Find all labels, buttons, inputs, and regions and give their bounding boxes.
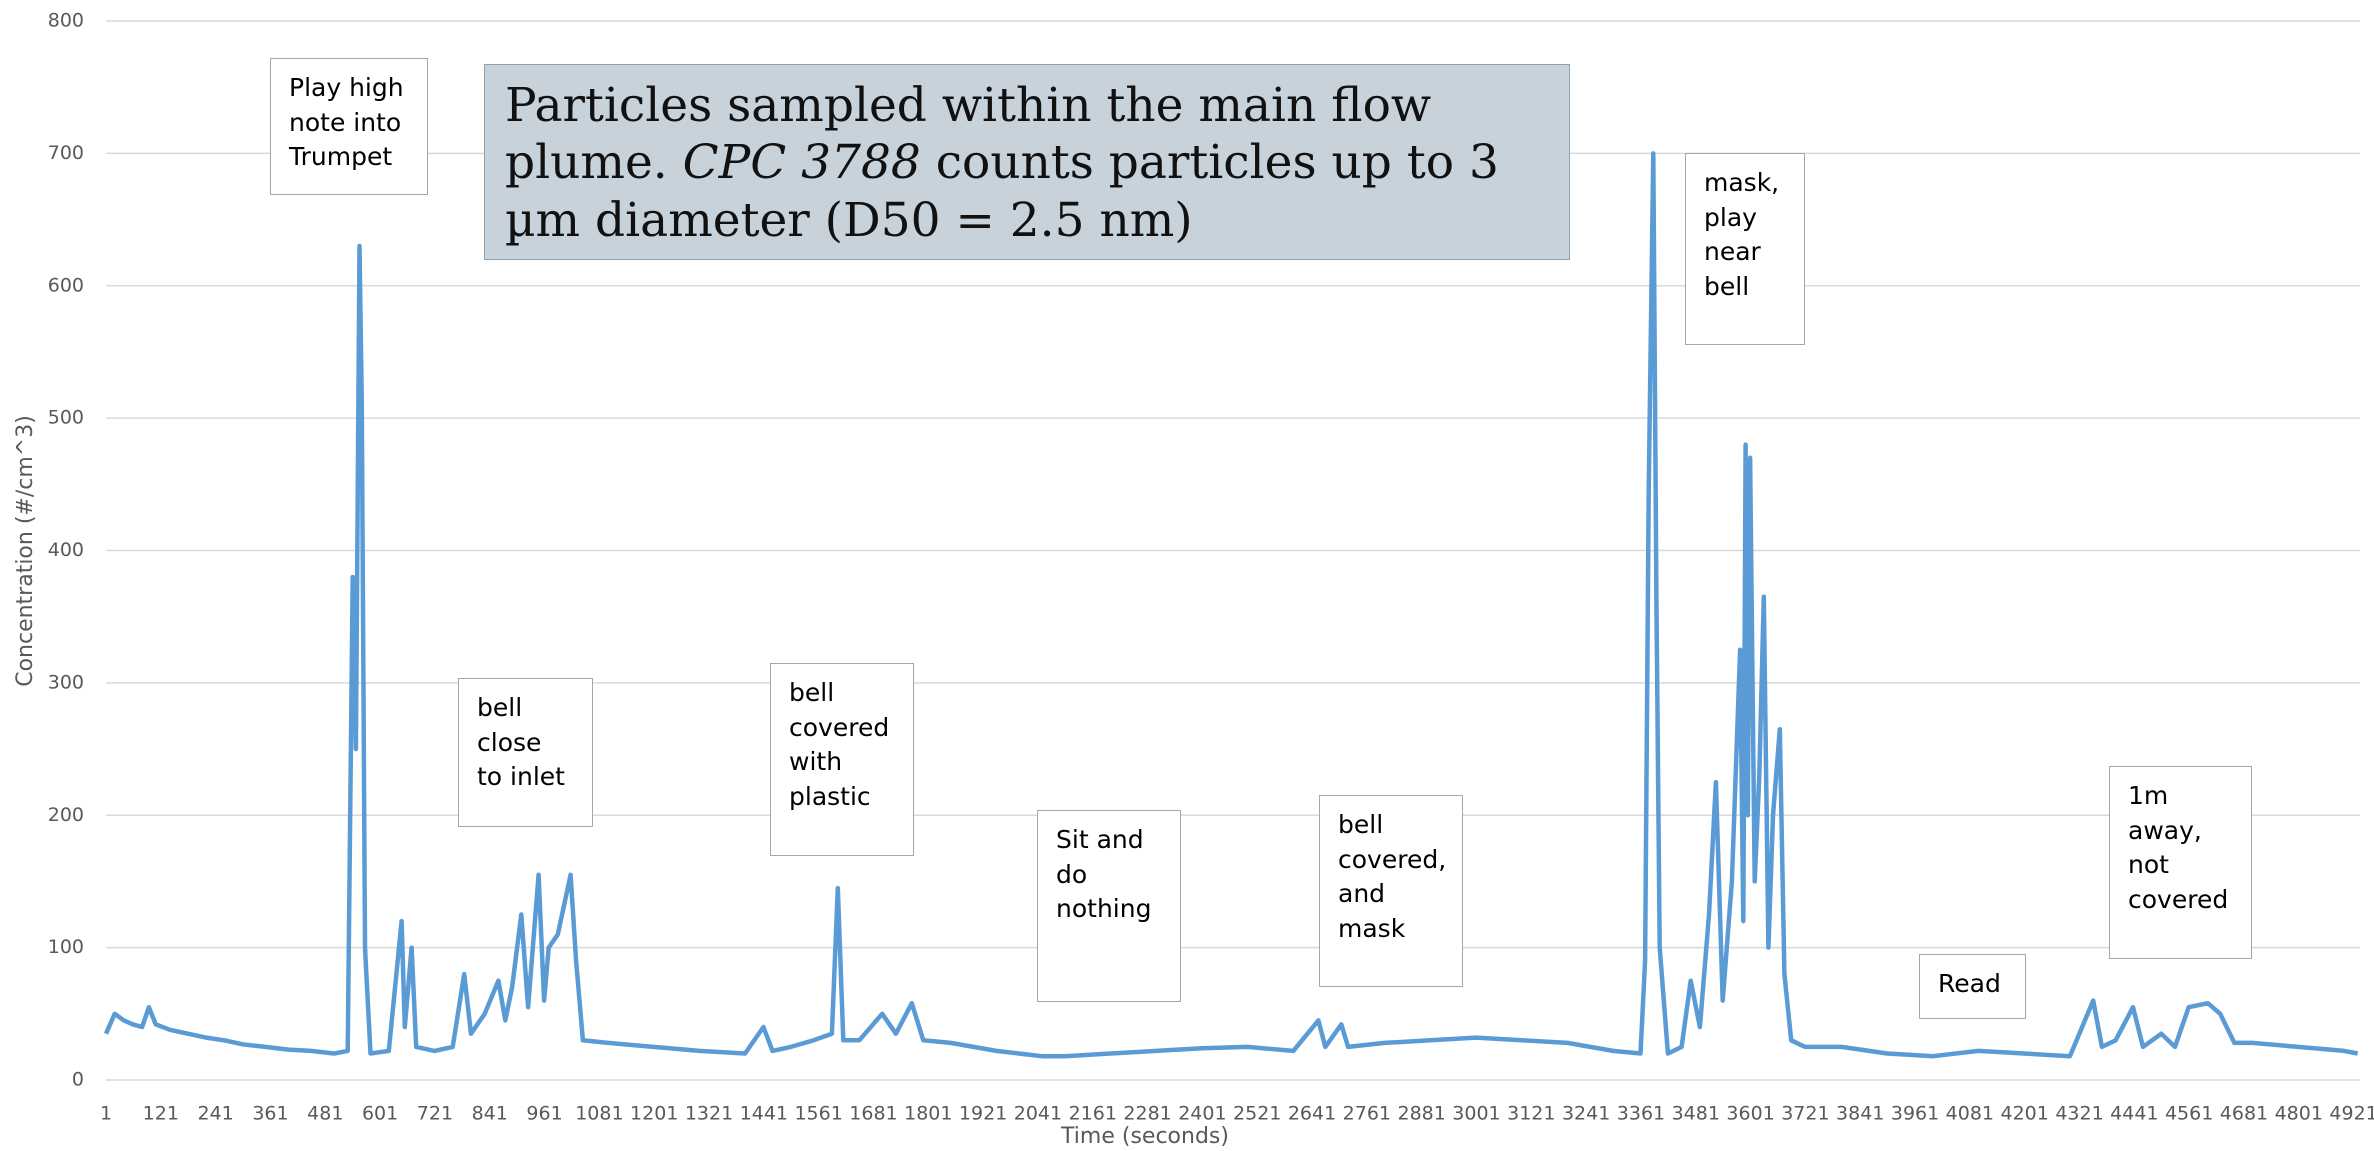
x-tick-label: 4321 [2055, 1103, 2103, 1125]
title-text: Particles sampled within the main flow p… [505, 78, 1432, 191]
annotation: bell close to inlet [458, 678, 593, 827]
annotation: Read [1919, 954, 2026, 1019]
x-tick-label: 2761 [1343, 1103, 1391, 1125]
x-tick-label: 1441 [740, 1103, 788, 1125]
x-tick-label: 4921 [2329, 1103, 2374, 1125]
x-axis-label: Time (seconds) [1060, 1124, 1229, 1149]
y-tick-label: 800 [48, 10, 84, 32]
x-tick-label: 361 [252, 1103, 288, 1125]
x-tick-label: 4081 [1946, 1103, 1994, 1125]
x-tick-label: 721 [417, 1103, 453, 1125]
y-tick-label: 600 [48, 274, 84, 296]
x-tick-label: 3481 [1672, 1103, 1720, 1125]
x-tick-label: 4441 [2110, 1103, 2158, 1125]
annotation: bell covered with plastic [770, 663, 914, 856]
x-tick-label: 4561 [2165, 1103, 2213, 1125]
y-tick-label: 200 [48, 804, 84, 826]
x-tick-label: 3721 [1781, 1103, 1829, 1125]
x-tick-label: 1681 [849, 1103, 897, 1125]
x-tick-label: 1321 [685, 1103, 733, 1125]
x-tick-label: 3361 [1617, 1103, 1665, 1125]
y-tick-label: 100 [48, 936, 84, 958]
x-tick-label: 2281 [1123, 1103, 1171, 1125]
title-box: Particles sampled within the main flow p… [484, 64, 1570, 260]
x-tick-label: 2401 [1178, 1103, 1226, 1125]
x-tick-label: 3001 [1452, 1103, 1500, 1125]
x-tick-label: 2161 [1069, 1103, 1117, 1125]
x-tick-label: 2881 [1397, 1103, 1445, 1125]
annotation: Sit and do nothing [1037, 810, 1181, 1002]
annotation: bell covered, and mask [1319, 795, 1463, 987]
annotation: 1m away, not covered [2109, 766, 2252, 959]
x-tick-label: 2041 [1014, 1103, 1062, 1125]
x-tick-label: 1561 [794, 1103, 842, 1125]
annotation: Play high note into Trumpet [270, 58, 428, 195]
x-tick-label: 3121 [1507, 1103, 1555, 1125]
x-tick-label: 3841 [1836, 1103, 1884, 1125]
x-tick-label: 3241 [1562, 1103, 1610, 1125]
x-tick-label: 4681 [2220, 1103, 2268, 1125]
x-tick-label: 601 [362, 1103, 398, 1125]
x-tick-label: 3601 [1726, 1103, 1774, 1125]
x-tick-label: 841 [472, 1103, 508, 1125]
x-tick-label: 4801 [2275, 1103, 2323, 1125]
x-tick-label: 1801 [904, 1103, 952, 1125]
annotation: mask, play near bell [1685, 153, 1805, 345]
data-line [103, 151, 2359, 1059]
y-tick-label: 400 [48, 539, 84, 561]
y-tick-label: 700 [48, 142, 84, 164]
y-axis-label: Concentration (#/cm^3) [13, 415, 38, 687]
y-tick-label: 300 [48, 671, 84, 693]
x-tick-label: 1081 [575, 1103, 623, 1125]
x-tick-label: 4201 [2001, 1103, 2049, 1125]
title-text-italic: CPC 3788 [682, 135, 921, 191]
x-tick-label: 1 [100, 1103, 112, 1125]
x-tick-label: 2521 [1233, 1103, 1281, 1125]
x-tick-label: 1921 [959, 1103, 1007, 1125]
x-tick-label: 121 [143, 1103, 179, 1125]
x-tick-label: 2641 [1288, 1103, 1336, 1125]
title-text: counts particles up to 3 µm diameter (D5… [505, 135, 1499, 248]
x-tick-label: 3961 [1891, 1103, 1939, 1125]
x-tick-label: 481 [307, 1103, 343, 1125]
y-tick-label: 0 [72, 1069, 84, 1091]
x-tick-label: 241 [198, 1103, 234, 1125]
x-tick-label: 1201 [630, 1103, 678, 1125]
x-tick-label: 961 [526, 1103, 562, 1125]
y-tick-label: 500 [48, 407, 84, 429]
